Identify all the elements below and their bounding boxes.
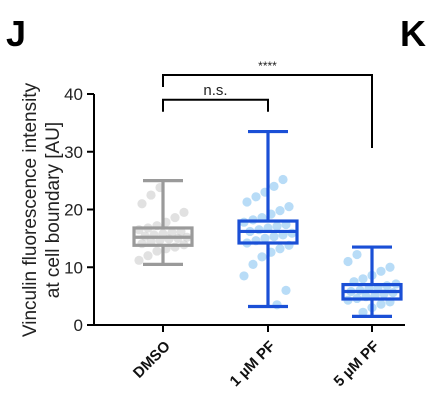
data-point xyxy=(376,299,386,309)
data-point xyxy=(179,207,189,217)
data-point xyxy=(248,259,258,269)
significance-bracket xyxy=(162,98,269,112)
data-point xyxy=(385,262,395,272)
box-groups xyxy=(132,129,403,318)
data-point xyxy=(239,271,249,281)
x-tick-label: 1 µM PF xyxy=(227,338,279,390)
data-point xyxy=(269,181,279,191)
data-point xyxy=(242,197,252,207)
significance-brackets: n.s. **** xyxy=(162,59,373,148)
panel-letter-k: K xyxy=(400,13,426,54)
y-tick-label: 30 xyxy=(64,143,83,162)
data-point xyxy=(170,212,180,223)
data-point xyxy=(275,206,285,216)
data-point xyxy=(251,192,261,202)
data-point xyxy=(134,255,144,265)
data-point xyxy=(152,246,162,256)
data-point xyxy=(352,249,362,260)
x-ticks: DMSO 1 µM PF 5 µM PF xyxy=(130,325,383,390)
x-tick-label: DMSO xyxy=(130,338,174,382)
data-point xyxy=(146,190,156,200)
data-point xyxy=(260,233,270,243)
data-point xyxy=(137,199,147,209)
data-point xyxy=(257,252,267,262)
y-axis-label: Vinculin fluorescence intensity at cell … xyxy=(20,82,64,337)
y-ticks: 0 10 20 30 40 xyxy=(64,85,94,335)
y-tick-label: 40 xyxy=(64,85,83,104)
x-tick-label: 5 µM PF xyxy=(331,338,383,390)
panel-letter-j: J xyxy=(6,13,26,54)
y-axis-label-line1: Vinculin fluorescence intensity xyxy=(20,82,41,337)
significance-label: **** xyxy=(258,59,277,73)
data-point xyxy=(269,232,279,242)
significance-label: n.s. xyxy=(203,82,227,99)
y-axis-label-line2: at cell boundary [AU] xyxy=(43,122,64,298)
box-group xyxy=(132,179,194,266)
box-group xyxy=(237,129,299,310)
data-point xyxy=(358,274,368,284)
data-point xyxy=(275,244,285,254)
data-point xyxy=(167,228,177,238)
data-point xyxy=(284,202,294,212)
data-point xyxy=(278,174,288,185)
data-point xyxy=(281,285,291,295)
y-tick-label: 10 xyxy=(64,258,83,277)
data-point xyxy=(343,256,353,267)
data-point xyxy=(376,266,386,276)
data-point xyxy=(358,307,368,317)
significance-bracket xyxy=(162,73,373,148)
data-point xyxy=(272,221,282,231)
y-tick-label: 0 xyxy=(74,316,83,335)
y-tick-label: 20 xyxy=(64,201,83,220)
data-point xyxy=(143,251,153,261)
box-group xyxy=(341,245,403,318)
